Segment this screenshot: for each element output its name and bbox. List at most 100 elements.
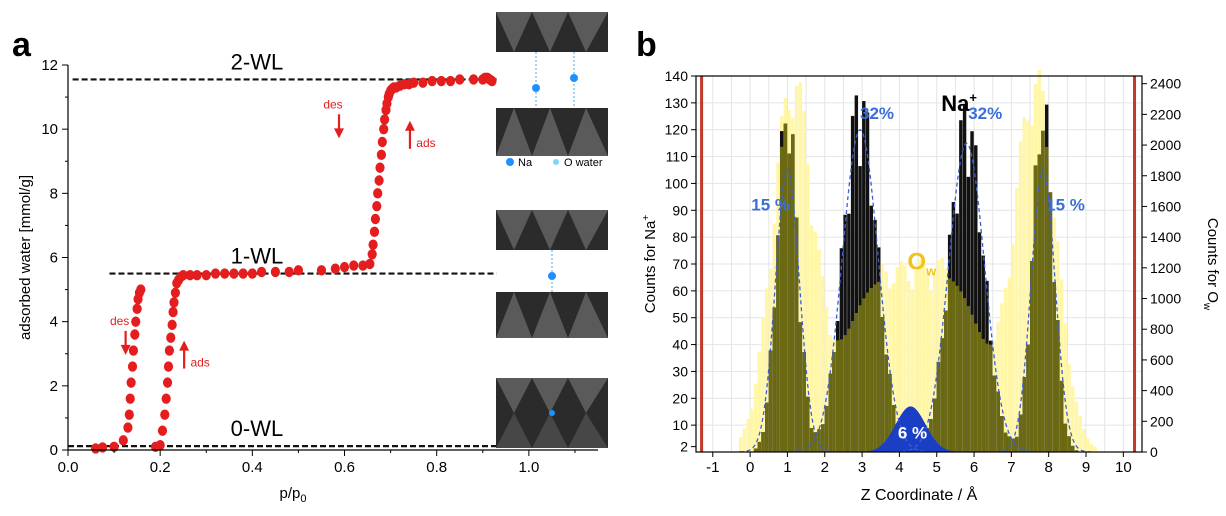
overlap-bar	[869, 287, 873, 452]
overlap-bar	[888, 373, 892, 452]
y-tick-label: 10	[672, 417, 688, 433]
data-point	[349, 260, 359, 271]
overlap-bar	[974, 323, 978, 452]
data-point	[126, 377, 136, 388]
data-point	[169, 297, 179, 308]
y2-tick-label: 200	[1150, 413, 1174, 429]
y-tick-label: 120	[665, 122, 689, 138]
data-point	[468, 74, 479, 85]
data-point	[368, 239, 378, 250]
x-tick-label: 0.6	[334, 459, 355, 476]
overlap-bar	[824, 405, 829, 452]
data-point	[109, 441, 119, 452]
data-point	[372, 200, 382, 212]
data-point	[170, 287, 180, 298]
ow-bar	[1089, 444, 1094, 452]
x-axis-label: Z Coordinate / Å	[861, 485, 978, 504]
x-tick-label: 8	[1045, 459, 1053, 476]
na-bar	[862, 101, 866, 452]
fit-curve	[739, 168, 834, 453]
overlap-bar	[835, 340, 840, 452]
gaussian-fit-curves	[739, 128, 1091, 453]
ow-bar	[921, 260, 926, 452]
overlap-bar	[880, 317, 885, 452]
overlap-bar	[1048, 192, 1053, 452]
overlap-bar	[757, 441, 762, 452]
x-tick-label: 9	[1082, 459, 1090, 476]
data-point	[164, 345, 174, 356]
overlap-bar	[1059, 380, 1064, 452]
data-point	[136, 284, 146, 295]
overlap-bar	[802, 352, 806, 452]
overlap-bar	[794, 217, 799, 452]
percent-label: 15 %	[751, 195, 790, 214]
data-point	[91, 443, 101, 454]
data-point	[192, 269, 202, 281]
ow-bar	[910, 288, 915, 452]
x-tick-label: 0.0	[58, 459, 79, 476]
x-tick-label: 0.8	[426, 459, 447, 476]
overlap-bar	[850, 321, 855, 452]
ow-bar	[746, 418, 750, 452]
overlap-bar	[1000, 416, 1004, 452]
overlap-bar	[951, 281, 956, 452]
y-tick-label: 30	[672, 363, 688, 379]
data-point	[316, 265, 327, 276]
center-gaussian	[858, 406, 963, 452]
gaussian-area	[858, 406, 963, 452]
data-point	[160, 409, 170, 420]
panel-b-labels: Na+ Ow 15 % 32% 32% 15 % 6 %	[751, 90, 1085, 443]
o-legend-dot	[553, 159, 559, 165]
na-bar	[970, 131, 974, 452]
ow-bar	[817, 249, 821, 452]
ow-bar	[742, 428, 747, 452]
clay-layer-2wl-icon: Na O water	[496, 12, 608, 169]
ow-bar	[936, 260, 941, 452]
ow-bar	[824, 306, 829, 452]
x-tick-label: 5	[933, 459, 941, 476]
overlap-bar	[996, 391, 1000, 452]
y-tick-label: 4	[50, 314, 58, 331]
ow-label: Ow	[907, 248, 937, 278]
y2-tick-label: 1600	[1150, 198, 1181, 214]
overlap-bar	[843, 335, 847, 452]
overlap-bar	[787, 153, 791, 452]
data-point	[128, 345, 139, 356]
level-label: 1-WL	[231, 244, 284, 269]
overlap-bar	[944, 310, 948, 452]
overlap-bar	[776, 235, 780, 452]
x-tick-label: -1	[706, 459, 719, 476]
ow-bar	[798, 82, 803, 453]
percent-label: 32%	[968, 104, 1002, 123]
overlap-bar	[1071, 445, 1075, 452]
overlap-bar	[1003, 432, 1008, 452]
y-tick-label: 20	[672, 390, 688, 406]
y-tick-label: 2	[50, 378, 58, 395]
ow-bar	[891, 283, 896, 452]
ow-bar	[765, 288, 769, 452]
x-tick-label: 0.2	[150, 459, 171, 476]
data-point	[247, 268, 257, 279]
fit-curve	[894, 142, 1037, 453]
y2-tick-label: 2000	[1150, 137, 1181, 153]
data-point	[487, 75, 497, 87]
overlap-bar	[798, 322, 803, 452]
level-label: 0-WL	[231, 416, 284, 441]
ow-bar	[802, 111, 806, 452]
ow-bar	[757, 351, 762, 452]
y-axis-label: Counts for Na+	[641, 215, 659, 314]
data-point	[238, 268, 248, 279]
arrow-head	[120, 344, 131, 355]
overlap-bar	[884, 354, 888, 452]
percent-label: 15 %	[1046, 195, 1085, 214]
overlap-bar	[791, 134, 795, 452]
overlap-bar	[854, 312, 859, 452]
ow-bar	[903, 265, 907, 452]
na-legend-dot	[506, 158, 514, 166]
panel-a-annotations: des ads des ads	[110, 97, 436, 369]
ow-bar	[1067, 364, 1071, 452]
data-point	[161, 393, 171, 404]
overlap-bar	[858, 305, 862, 452]
ow-bar	[1063, 323, 1068, 452]
